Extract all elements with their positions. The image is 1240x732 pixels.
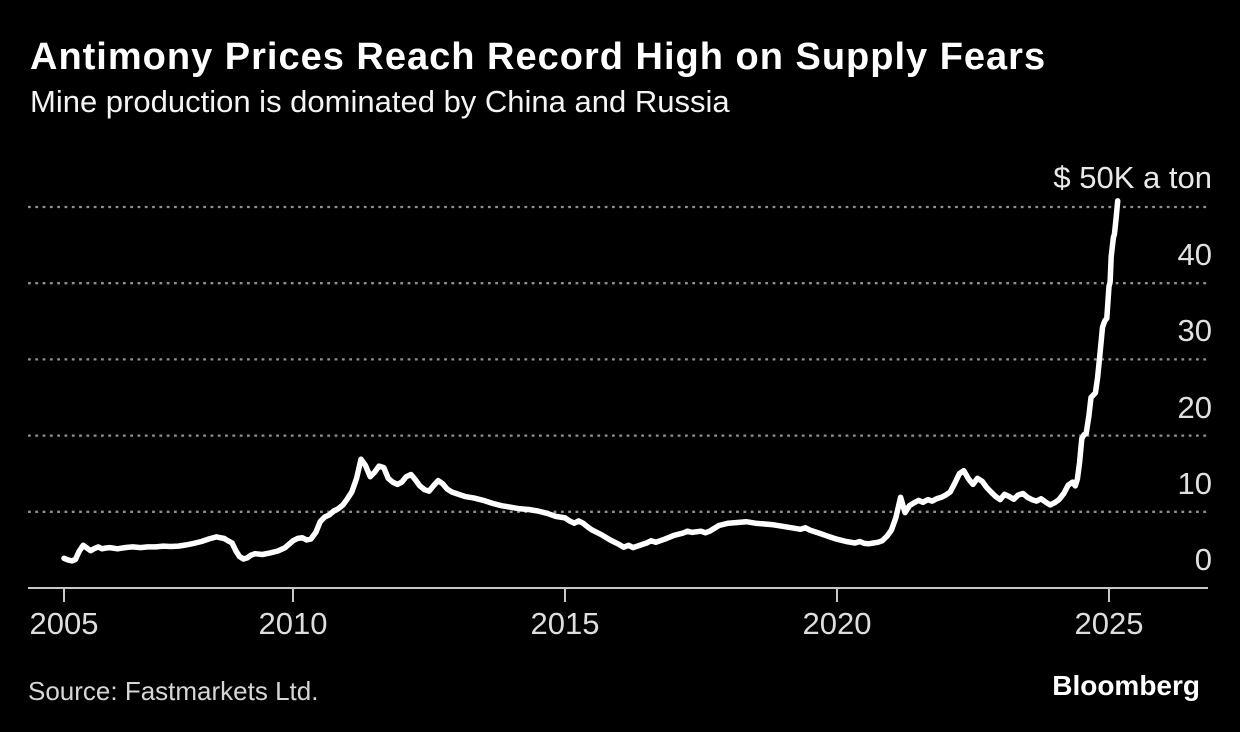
- source-attribution: Source: Fastmarkets Ltd.: [28, 676, 319, 706]
- chart-title: Antimony Prices Reach Record High on Sup…: [30, 36, 1047, 78]
- y-axis-unit-label: $ 50K a ton: [1053, 160, 1212, 195]
- y-axis-label: 30: [1177, 313, 1212, 349]
- chart-subtitle: Mine production is dominated by China an…: [30, 84, 730, 119]
- y-axis-label: 20: [1177, 389, 1212, 425]
- bloomberg-logo: Bloomberg: [1052, 670, 1200, 701]
- y-axis-label: 0: [1194, 542, 1212, 577]
- x-axis-label: 2025: [1074, 606, 1144, 641]
- x-axis-label: 2005: [29, 606, 99, 641]
- x-axis-label: 2010: [258, 606, 328, 641]
- price-line-series: [61, 198, 1121, 564]
- y-axis-label: 10: [1177, 465, 1212, 501]
- x-axis-label: 2015: [530, 606, 600, 641]
- gridlines: [28, 205, 1207, 513]
- x-axis: [28, 587, 1208, 602]
- y-axis-label: 40: [1177, 237, 1212, 273]
- x-axis-label: 2020: [802, 606, 872, 641]
- price-line: [61, 198, 1121, 564]
